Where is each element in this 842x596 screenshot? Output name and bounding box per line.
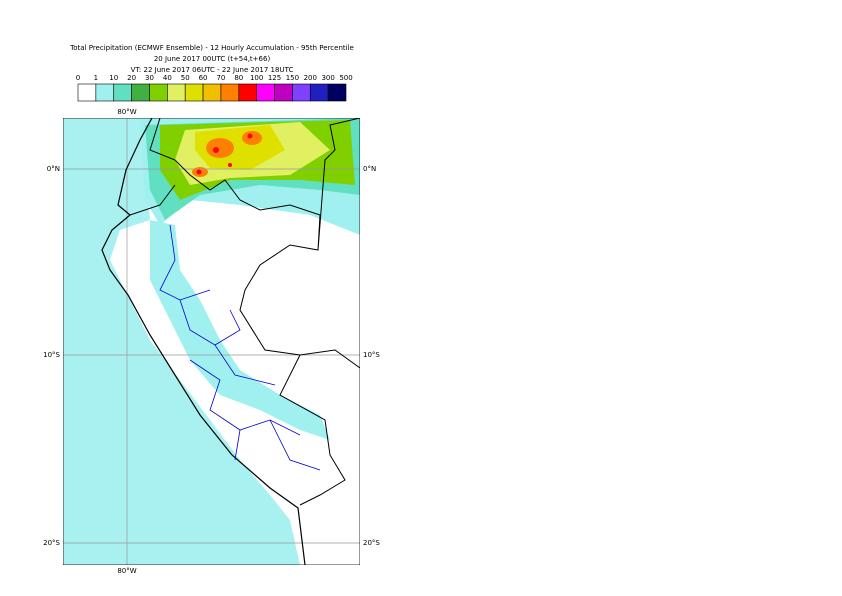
lon-label: 80°W (117, 567, 136, 575)
colorbar-label: 0 (76, 74, 80, 82)
colorbar-box (77, 83, 97, 102)
colorbar-label: 500 (339, 74, 352, 82)
precip-max (196, 169, 202, 175)
colorbar-label: 60 (199, 74, 208, 82)
colorbar-label: 125 (268, 74, 281, 82)
colorbar: 0 1 10 20 30 40 50 60 70 80 100 125 150 200 300 500 (76, 74, 353, 102)
colorbar-box (274, 83, 293, 102)
colorbar-box (256, 83, 275, 102)
colorbar-box (95, 83, 115, 102)
colorbar-box (292, 83, 311, 102)
valid-time: VT: 22 June 2017 06UTC - 22 June 2017 18… (131, 66, 294, 74)
colorbar-label: 30 (145, 74, 154, 82)
lat-label: 0°N (363, 165, 376, 173)
precip-peak (242, 131, 262, 145)
colorbar-box (327, 83, 347, 102)
colorbar-label: 100 (250, 74, 263, 82)
lat-label: 0°N (47, 165, 60, 173)
map (63, 118, 360, 565)
colorbar-label: 150 (286, 74, 299, 82)
subtitle: 20 June 2017 00UTC (t+54,t+66) (154, 55, 271, 63)
precip-max (247, 133, 253, 139)
colorbar-label: 50 (181, 74, 190, 82)
precip-max (213, 147, 219, 153)
precip-max (228, 163, 232, 167)
colorbar-label: 70 (216, 74, 225, 82)
colorbar-box (131, 83, 150, 102)
lat-label: 20°S (363, 539, 380, 547)
graticule (63, 118, 360, 565)
colorbar-label: 300 (321, 74, 334, 82)
colorbar-box (149, 83, 168, 102)
colorbar-box (238, 83, 257, 102)
colorbar-label: 80 (234, 74, 243, 82)
lon-label: 80°W (117, 108, 136, 116)
precip-andes (150, 220, 330, 440)
borders (129, 118, 360, 506)
colorbar-label: 10 (109, 74, 118, 82)
lat-label: 10°S (363, 351, 380, 359)
colorbar-box (113, 83, 132, 102)
colorbar-label: 40 (163, 74, 172, 82)
coastline (101, 118, 306, 565)
colorbar-box (167, 83, 186, 102)
precip-core (195, 125, 285, 170)
precip-peak (206, 138, 234, 158)
colorbar-label: 200 (304, 74, 317, 82)
colorbar-box (202, 83, 222, 102)
precip-ocean (63, 118, 300, 565)
colorbar-label: 20 (127, 74, 136, 82)
colorbar-box (309, 83, 329, 102)
title: Total Precipitation (ECMWF Ensemble) - 1… (69, 44, 354, 52)
regions (159, 224, 321, 471)
colorbar-box (220, 83, 240, 102)
lat-label: 20°S (43, 539, 60, 547)
lat-label: 10°S (43, 351, 60, 359)
colorbar-label: 1 (94, 74, 98, 82)
colorbar-box (184, 83, 204, 102)
